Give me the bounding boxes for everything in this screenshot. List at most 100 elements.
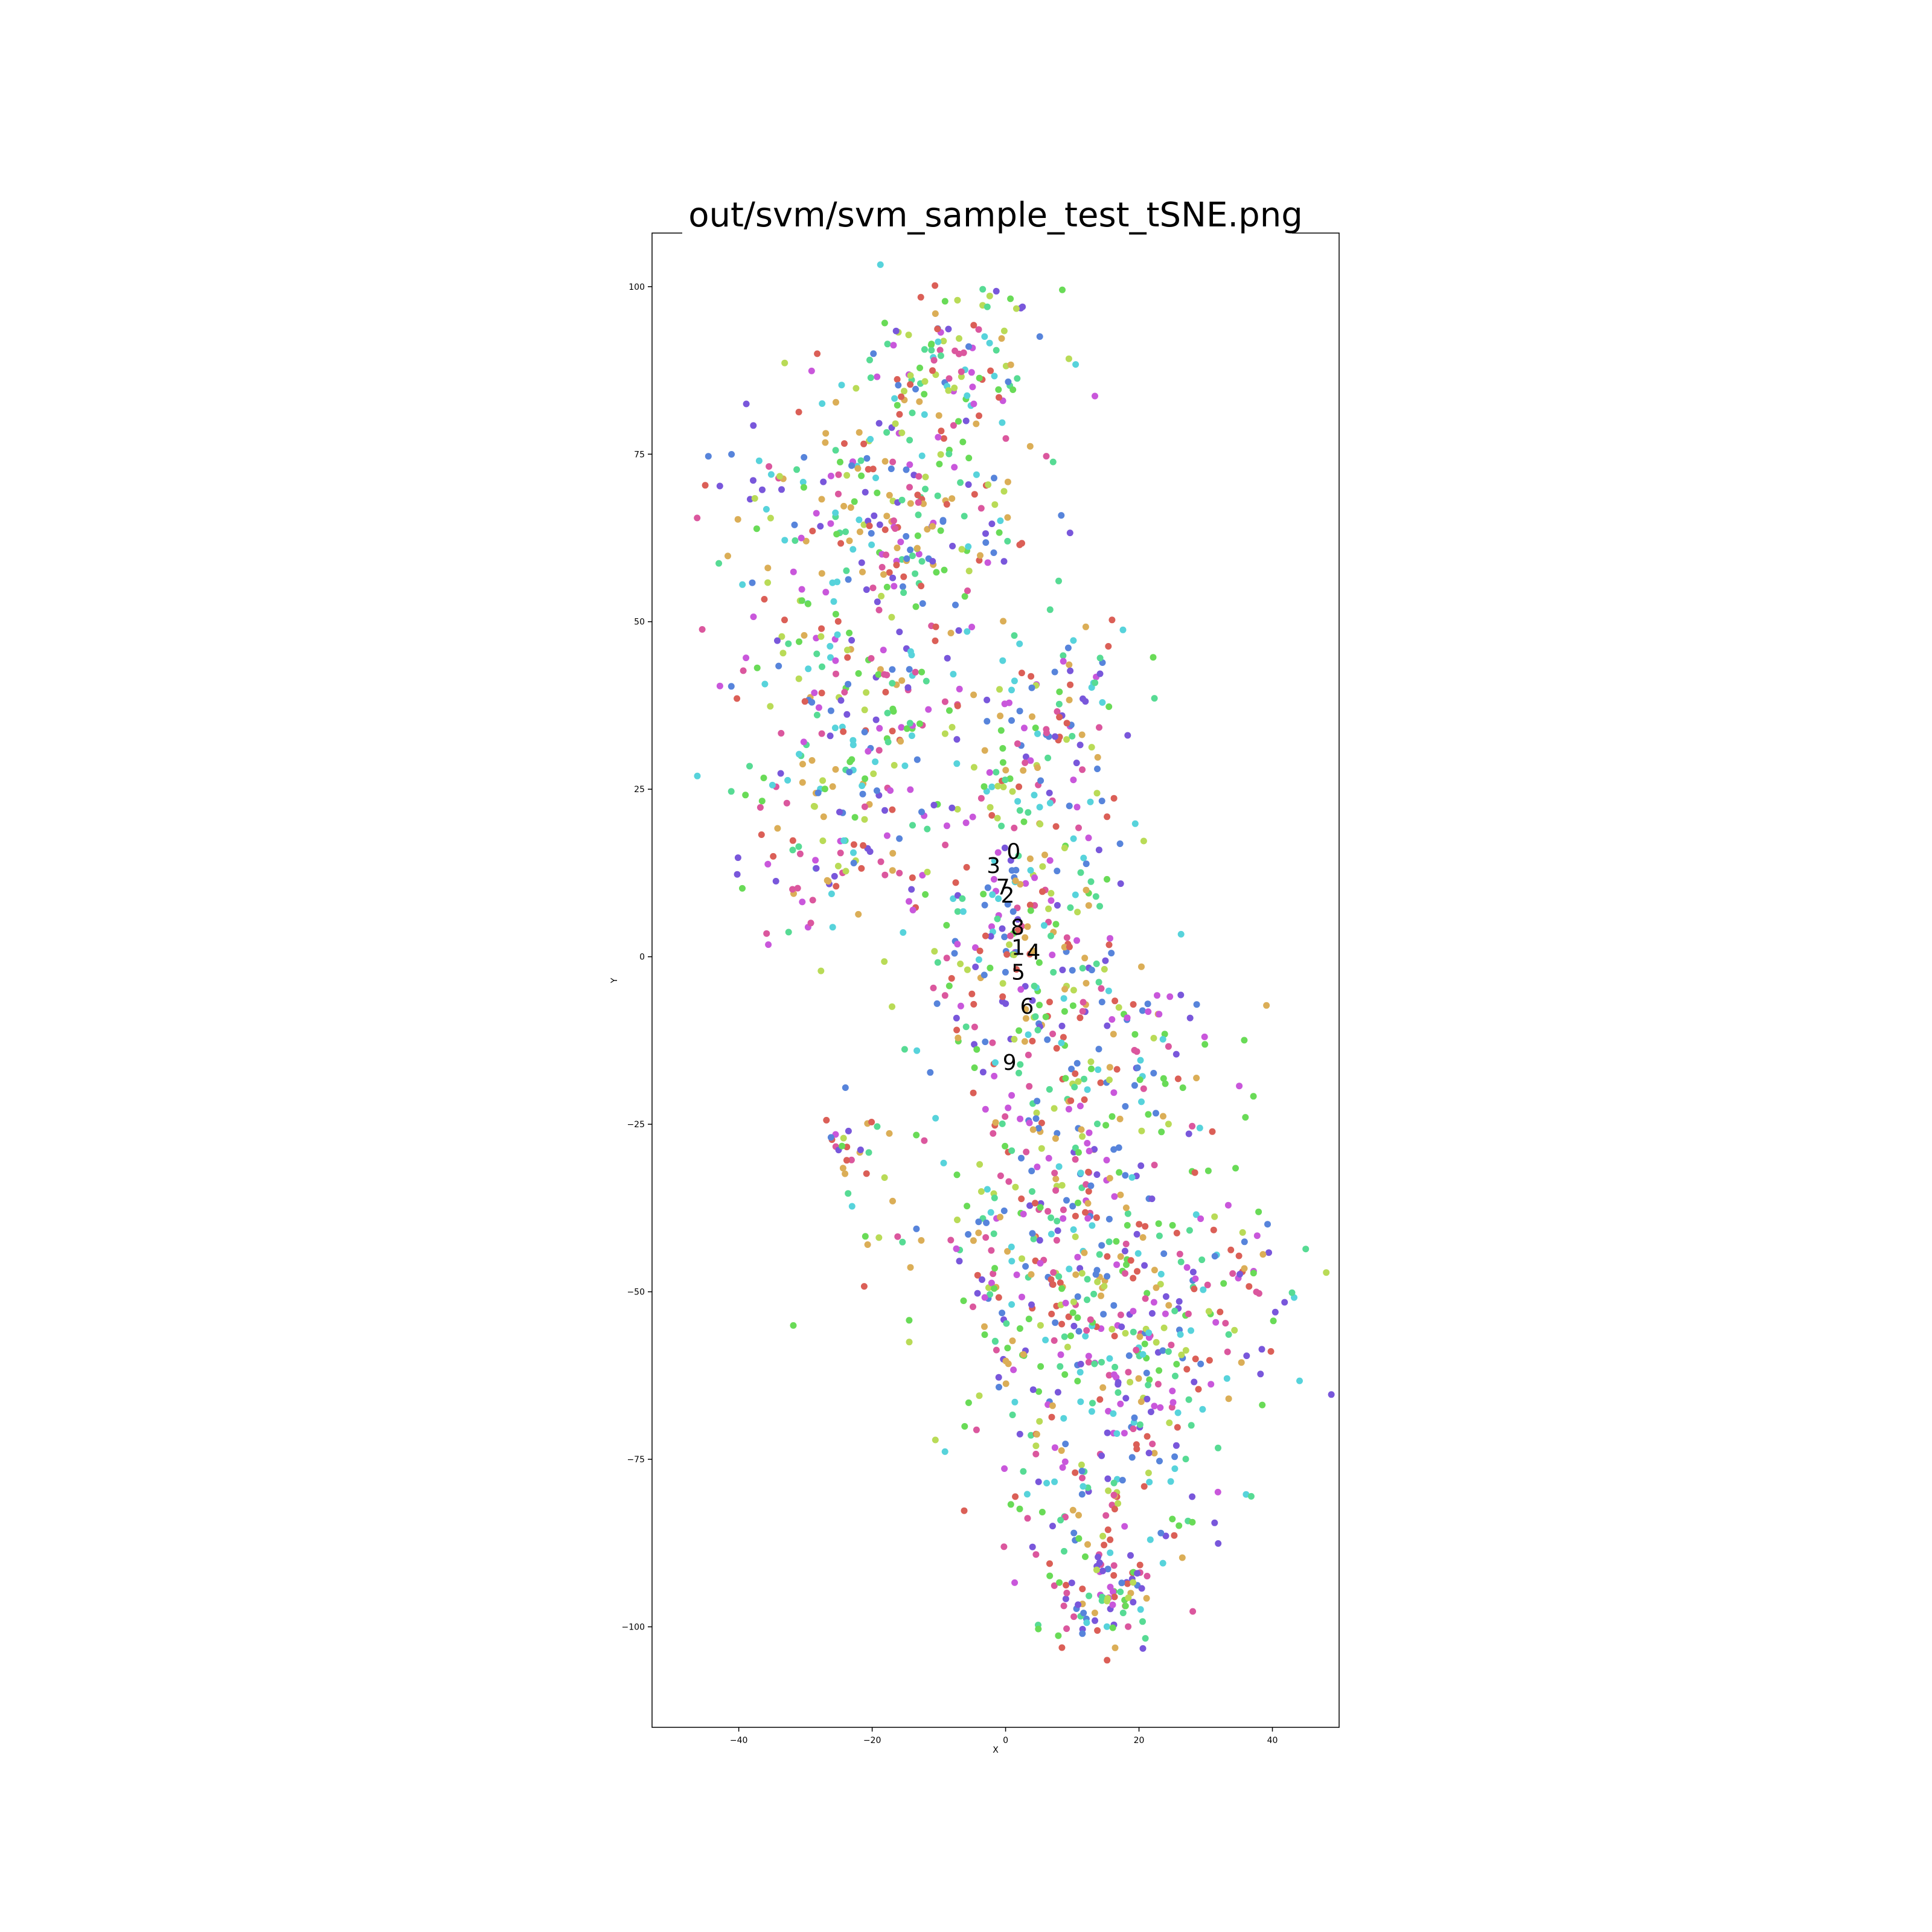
scatter-point <box>1048 932 1054 939</box>
scatter-point <box>1246 1283 1253 1290</box>
scatter-point <box>848 1203 856 1210</box>
scatter-point <box>1131 1031 1139 1038</box>
scatter-point <box>817 523 824 530</box>
scatter-point <box>1106 1064 1113 1071</box>
scatter-point <box>1212 1319 1220 1326</box>
scatter-point <box>947 630 955 636</box>
scatter-point <box>1075 1328 1083 1335</box>
scatter-point <box>1081 1096 1088 1103</box>
scatter-point <box>997 1214 1003 1221</box>
scatter-point <box>1103 1157 1110 1163</box>
scatter-point <box>1033 1431 1040 1438</box>
x-axis-ticks: −40 −20 0 20 40 <box>730 1727 1278 1745</box>
scatter-point <box>877 261 884 268</box>
scatter-point <box>1016 1069 1022 1076</box>
scatter-point <box>855 670 862 677</box>
scatter-point <box>1130 1001 1137 1008</box>
scatter-point <box>894 376 901 383</box>
scatter-point <box>993 287 1000 295</box>
scatter-point <box>1225 1331 1232 1338</box>
scatter-point <box>860 440 868 447</box>
scatter-point <box>1013 966 1020 973</box>
scatter-point <box>1117 1311 1124 1319</box>
scatter-point <box>819 777 827 784</box>
scatter-point <box>1130 1328 1137 1335</box>
scatter-point <box>1037 1204 1044 1211</box>
scatter-point <box>1085 1188 1092 1195</box>
scatter-point <box>1239 1229 1246 1236</box>
scatter-point <box>898 724 905 731</box>
scatter-point <box>875 671 882 678</box>
scatter-point <box>1014 916 1022 923</box>
scatter-point <box>1078 1270 1086 1277</box>
scatter-point <box>1105 643 1112 650</box>
scatter-point <box>1215 1540 1222 1547</box>
scatter-point <box>1027 757 1034 764</box>
scatter-point <box>924 526 931 533</box>
scatter-point <box>1182 1456 1189 1463</box>
scatter-point <box>1004 1345 1011 1352</box>
scatter-point <box>1008 1092 1016 1099</box>
scatter-point <box>956 1258 963 1265</box>
scatter-point <box>1064 1343 1071 1351</box>
scatter-point <box>1031 874 1038 881</box>
scatter-point <box>1104 1253 1111 1260</box>
scatter-point <box>1057 1517 1064 1524</box>
scatter-point <box>1030 1235 1037 1243</box>
scatter-point <box>1113 1261 1121 1268</box>
scatter-point <box>850 860 857 866</box>
scatter-point <box>1014 740 1021 747</box>
scatter-point <box>996 394 1002 401</box>
scatter-point <box>1124 1210 1131 1217</box>
scatter-point <box>930 357 938 364</box>
scatter-point <box>1205 1308 1212 1315</box>
scatter-point <box>1171 1532 1178 1539</box>
scatter-point <box>986 292 993 299</box>
scatter-point <box>1121 1430 1128 1437</box>
scatter-point <box>977 795 985 802</box>
scatter-point <box>1134 1250 1142 1257</box>
scatter-point <box>1057 1279 1064 1287</box>
scatter-point <box>801 698 808 705</box>
scatter-point <box>835 490 842 497</box>
scatter-point <box>1177 1258 1185 1265</box>
scatter-point <box>1070 1613 1078 1620</box>
scatter-point <box>1073 760 1080 767</box>
scatter-point <box>1004 478 1011 485</box>
scatter-point <box>1001 1465 1008 1472</box>
scatter-point <box>1079 766 1086 773</box>
scatter-point <box>1007 857 1014 864</box>
scatter-point <box>999 419 1006 426</box>
scatter-point <box>888 465 895 472</box>
scatter-point <box>933 569 940 576</box>
scatter-point <box>1072 361 1080 368</box>
scatter-point <box>918 558 926 565</box>
scatter-point <box>801 454 808 461</box>
scatter-point <box>903 466 910 473</box>
scatter-point <box>1094 1627 1101 1634</box>
scatter-point <box>938 427 945 435</box>
scatter-point <box>960 349 967 356</box>
scatter-point <box>794 884 801 892</box>
scatter-point <box>1185 1310 1192 1317</box>
scatter-point <box>1096 724 1102 731</box>
scatter-point <box>1140 1085 1147 1092</box>
scatter-point <box>1099 1532 1107 1540</box>
scatter-point <box>1104 1475 1112 1482</box>
scatter-point <box>758 798 766 805</box>
scatter-point <box>1058 1320 1066 1328</box>
scatter-point <box>1155 1220 1162 1227</box>
scatter-point <box>980 891 987 898</box>
scatter-point <box>937 527 944 534</box>
scatter-point <box>889 1197 896 1204</box>
scatter-point <box>994 915 1001 923</box>
scatter-point <box>1211 1213 1218 1220</box>
scatter-point <box>1183 1264 1191 1271</box>
scatter-point <box>848 1156 855 1163</box>
scatter-point <box>783 799 790 807</box>
scatter-point <box>842 1084 849 1091</box>
scatter-point <box>781 359 788 366</box>
scatter-point <box>950 422 957 429</box>
scatter-point <box>958 368 965 376</box>
